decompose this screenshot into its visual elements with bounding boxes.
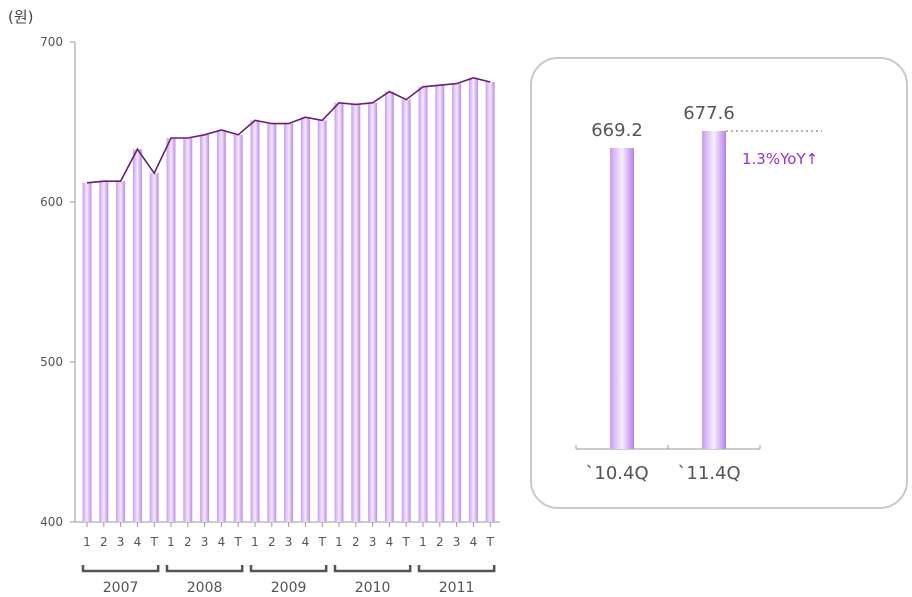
year-bracket [165, 565, 244, 573]
year-bracket [81, 565, 160, 573]
bar [334, 102, 344, 523]
bar [418, 86, 428, 523]
bar [116, 181, 126, 522]
bar [284, 123, 294, 522]
side-value-label: 677.6 [683, 103, 735, 124]
x-tick-label: 2 [352, 535, 360, 549]
side-category-label: `11.4Q [677, 463, 740, 484]
x-tick-label: 2 [268, 535, 276, 549]
bar [99, 181, 109, 522]
x-tick-label: 4 [302, 535, 310, 549]
y-tick-label: 400 [40, 515, 63, 529]
year-label: 2010 [355, 580, 391, 596]
x-tick-label: 3 [369, 535, 377, 549]
x-tick-label: T [402, 535, 411, 549]
bar [452, 83, 462, 522]
year-label: 2011 [439, 580, 475, 596]
x-tick-label: T [234, 535, 243, 549]
year-label: 2007 [103, 580, 139, 596]
x-tick-label: 1 [83, 535, 91, 549]
x-tick-label: T [150, 535, 159, 549]
x-tick-label: 4 [470, 535, 478, 549]
bar [267, 123, 277, 522]
bar [368, 102, 378, 523]
bar [351, 104, 361, 523]
bar [317, 120, 327, 523]
side-bar [610, 148, 634, 449]
x-tick-label: 1 [419, 535, 427, 549]
bar [401, 99, 411, 522]
yoy-comparison-panel: 669.2 `10.4Q 677.6 `11.4Q 1.3%YoY↑ [530, 57, 908, 509]
trend-line [86, 77, 491, 184]
main-axes: 400 500 600 700 [40, 35, 500, 529]
side-chart-content: 669.2 `10.4Q 677.6 `11.4Q [575, 103, 822, 484]
bar [149, 173, 159, 522]
bar [435, 85, 445, 522]
bar [216, 130, 226, 522]
y-tick-label: 700 [40, 35, 63, 49]
main-bars [82, 77, 495, 523]
yoy-comparison-chart: 669.2 `10.4Q 677.6 `11.4Q 1.3%YoY↑ [575, 103, 822, 484]
x-tick-label: 4 [386, 535, 394, 549]
x-tick-label: 3 [285, 535, 293, 549]
x-tick-label: 2 [100, 535, 108, 549]
bar [200, 134, 210, 523]
x-tick-label: 1 [167, 535, 175, 549]
x-tick-label: 2 [436, 535, 444, 549]
y-tick-label: 500 [40, 355, 63, 369]
x-tick-label: 2 [184, 535, 192, 549]
bar [132, 149, 142, 522]
year-bracket [333, 565, 412, 573]
bar [183, 138, 193, 522]
bar [82, 182, 92, 523]
y-axis-unit-label: (원) [8, 8, 34, 26]
bar [166, 138, 176, 522]
yoy-annotation: 1.3%YoY↑ [742, 150, 818, 168]
bar [485, 82, 495, 522]
x-tick-label: 1 [251, 535, 259, 549]
bar [468, 77, 478, 522]
side-bar [702, 131, 726, 449]
x-tick-label: 4 [218, 535, 226, 549]
year-label: 2009 [271, 580, 307, 596]
bar [300, 117, 310, 522]
y-tick-label: 600 [40, 195, 63, 209]
x-tick-label: T [486, 535, 495, 549]
bar [384, 91, 394, 522]
x-tick-label: 4 [134, 535, 142, 549]
side-category-label: `10.4Q [585, 463, 648, 484]
year-bracket [249, 565, 328, 573]
main-trend-line [86, 77, 491, 184]
x-tick-label: 3 [117, 535, 125, 549]
bar [233, 134, 243, 523]
bar [250, 120, 260, 523]
x-tick-label: 3 [201, 535, 209, 549]
year-bracket [417, 565, 496, 573]
x-tick-label: T [318, 535, 327, 549]
year-label: 2008 [187, 580, 223, 596]
x-tick-label: 3 [453, 535, 461, 549]
side-value-label: 669.2 [591, 120, 643, 141]
x-tick-label: 1 [335, 535, 343, 549]
